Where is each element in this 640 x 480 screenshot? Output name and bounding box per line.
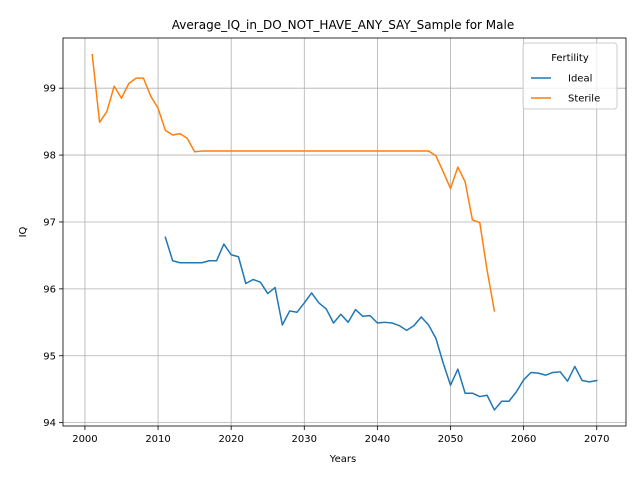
y-tick-label: 95 [43,351,56,362]
x-tick-label: 2020 [218,434,243,445]
legend-label-ideal: Ideal [568,74,592,85]
y-tick-label: 96 [43,284,56,295]
x-tick-label: 2010 [145,434,170,445]
x-tick-label: 2070 [584,434,609,445]
series-lines [91,53,598,411]
y-tick-label: 98 [43,151,56,162]
y-axis-label: IQ [18,226,29,237]
x-tick-label: 2000 [72,434,97,445]
legend-title: Fertility [551,53,589,64]
x-tick-label: 2040 [365,434,390,445]
y-tick-label: 99 [43,84,56,95]
series-line-ideal [164,236,598,411]
y-tick-label: 94 [43,418,56,429]
series-line-sterile [91,53,496,312]
x-axis-label: Years [329,454,356,465]
chart-title: Average_IQ_in_DO_NOT_HAVE_ANY_SAY_Sample… [172,18,514,32]
y-tick-label: 97 [43,217,56,228]
x-axis-ticks: 2000 2010 2020 2030 2040 2050 2060 2070 [72,426,609,445]
plot-area [62,37,627,427]
legend-label-sterile: Sterile [568,94,600,105]
x-tick-label: 2030 [292,434,317,445]
y-axis-ticks: 94 95 96 97 98 99 [43,84,63,429]
legend: Fertility Ideal Sterile [522,42,618,110]
x-tick-label: 2050 [438,434,463,445]
x-tick-label: 2060 [511,434,536,445]
legend-box [522,42,618,110]
